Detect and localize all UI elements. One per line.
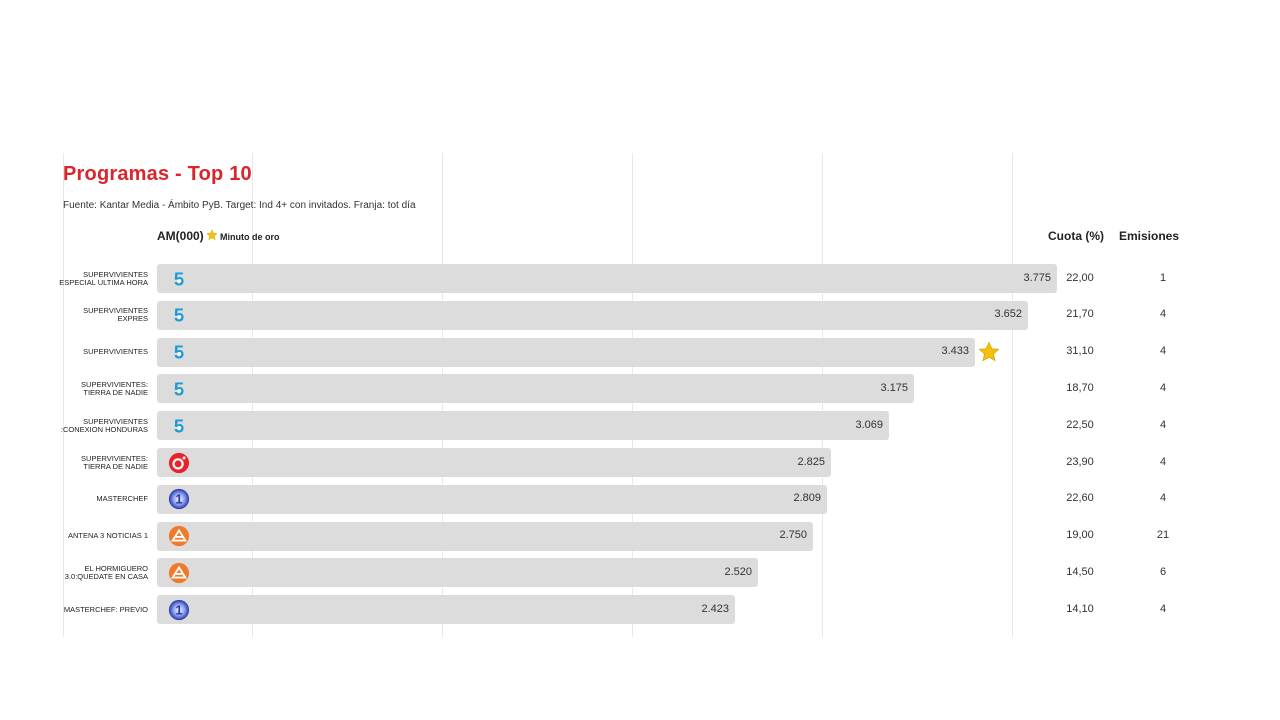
svg-text:5: 5 <box>174 415 184 436</box>
cuatro-icon <box>168 452 190 474</box>
emisiones-value: 4 <box>1159 492 1167 505</box>
emisiones-value: 4 <box>1159 602 1167 615</box>
chart-title: Programas - Top 10 <box>63 163 252 185</box>
bar-value-label: 2.520 <box>724 565 752 578</box>
bar-value-label: 2.809 <box>793 492 821 505</box>
bar <box>157 484 827 514</box>
svg-text:1: 1 <box>175 492 182 507</box>
svg-text:5: 5 <box>174 342 184 363</box>
row-label: SUPERVIVIENTES EXPRES <box>83 306 148 324</box>
telecinco-icon: 5 <box>168 341 190 363</box>
svg-text:5: 5 <box>174 268 184 289</box>
bar <box>157 558 758 588</box>
cuota-value: 22,60 <box>1066 492 1094 505</box>
cuota-value: 14,10 <box>1066 602 1094 615</box>
la1-icon: 1 <box>168 488 190 510</box>
telecinco-icon: 5 <box>168 415 190 437</box>
star-icon <box>978 341 1000 363</box>
telecinco-icon: 5 <box>168 304 190 326</box>
bar-value-label: 3.775 <box>1023 271 1051 284</box>
gridline <box>1012 153 1013 637</box>
row-label: MASTERCHEF: PREVIO <box>63 604 148 614</box>
bar-value-label: 2.423 <box>701 602 729 615</box>
chart-subtitle: Fuente: Kantar Media - Ámbito PyB. Targe… <box>63 200 416 211</box>
row-label: SUPERVIVIENTES ESPECIAL ULTIMA HORA <box>59 269 148 287</box>
svg-text:1: 1 <box>175 602 182 617</box>
row-label: SUPERVIVIENTES: TIERRA DE NADIE <box>81 453 148 471</box>
row-label: SUPERVIVIENTES <box>83 347 148 357</box>
row-label: ANTENA 3 NOTICIAS 1 <box>67 531 148 541</box>
emisiones-header: Emisiones <box>1119 229 1180 243</box>
cuota-value: 22,00 <box>1066 271 1094 284</box>
emisiones-value: 4 <box>1159 308 1167 321</box>
cuota-value: 23,90 <box>1066 455 1094 468</box>
emisiones-value: 4 <box>1159 345 1167 358</box>
cuota-value: 19,00 <box>1066 529 1094 542</box>
svg-text:5: 5 <box>174 378 184 399</box>
bar <box>157 300 1028 330</box>
la1-icon: 1 <box>168 599 190 621</box>
antena3-icon <box>168 525 190 547</box>
bar-value-label: 3.069 <box>855 418 883 431</box>
gridline <box>63 153 64 637</box>
row-label: SUPERVIVIENTES: TIERRA DE NADIE <box>81 379 148 397</box>
bar <box>157 374 914 404</box>
cuota-value: 21,70 <box>1066 308 1094 321</box>
bar <box>157 448 831 477</box>
emisiones-value: 21 <box>1156 529 1170 542</box>
cuota-header: Cuota (%) <box>1048 229 1104 243</box>
cuota-value: 22,50 <box>1066 418 1094 431</box>
emisiones-value: 6 <box>1159 565 1167 578</box>
bar <box>157 521 813 551</box>
row-label: SUPERVIVIENTES :CONEXION HONDURAS <box>60 416 148 434</box>
am-header: AM(000) <box>157 229 204 243</box>
cuota-value: 18,70 <box>1066 381 1094 394</box>
cuota-value: 31,10 <box>1066 345 1094 358</box>
cuota-value: 14,50 <box>1066 565 1094 578</box>
emisiones-value: 4 <box>1159 455 1167 468</box>
antena3-icon <box>168 562 190 584</box>
bar-value-label: 3.433 <box>941 345 969 358</box>
row-label: MASTERCHEF <box>96 494 148 504</box>
emisiones-value: 1 <box>1159 271 1167 284</box>
bar-value-label: 2.825 <box>797 455 825 468</box>
telecinco-icon: 5 <box>168 268 190 290</box>
telecinco-icon: 5 <box>168 378 190 400</box>
bar <box>157 411 889 441</box>
bar-value-label: 3.652 <box>994 308 1022 321</box>
row-label: EL HORMIGUERO 3.0:QUEDATE EN CASA <box>64 563 148 581</box>
bar <box>157 264 1057 293</box>
legend-label: Minuto de oro <box>220 232 280 242</box>
svg-text:5: 5 <box>174 305 184 326</box>
star-icon <box>206 229 218 241</box>
emisiones-value: 4 <box>1159 381 1167 394</box>
bar-value-label: 2.750 <box>779 529 807 542</box>
bar <box>157 595 735 625</box>
emisiones-value: 4 <box>1159 418 1167 431</box>
bar <box>157 337 975 367</box>
bar-value-label: 3.175 <box>880 381 908 394</box>
